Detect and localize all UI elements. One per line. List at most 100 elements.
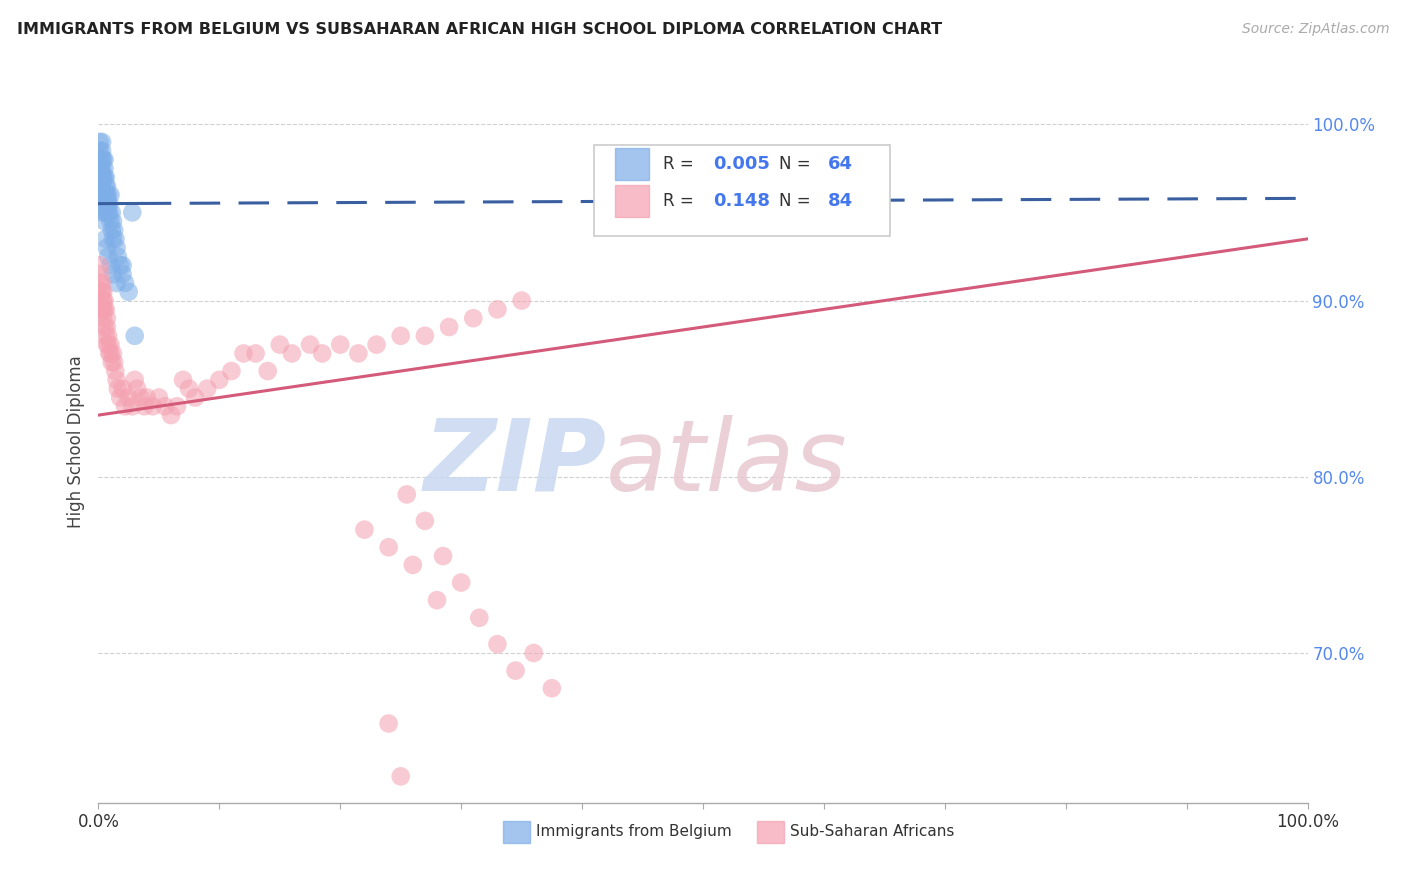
Point [127, 382, 149, 396]
Point [389, 328, 412, 343]
Point [353, 523, 375, 537]
Point [96, 311, 118, 326]
Point [232, 346, 254, 360]
Point [89, 144, 111, 158]
Point [153, 399, 176, 413]
Point [97, 196, 120, 211]
Text: Source: ZipAtlas.com: Source: ZipAtlas.com [1241, 22, 1389, 37]
Point [93, 187, 115, 202]
Point [91, 293, 114, 308]
Point [221, 364, 243, 378]
Point [93, 170, 115, 185]
Point [166, 399, 188, 413]
Point [100, 187, 122, 202]
Text: Immigrants from Belgium: Immigrants from Belgium [536, 824, 733, 839]
Point [101, 267, 124, 281]
Point [111, 258, 134, 272]
Point [91, 285, 114, 299]
Point [107, 250, 129, 264]
Point [96, 179, 118, 194]
Point [97, 187, 120, 202]
Point [432, 549, 454, 563]
Point [91, 276, 114, 290]
Point [91, 153, 114, 167]
Point [94, 232, 117, 246]
Point [101, 214, 124, 228]
Point [134, 399, 156, 413]
Point [208, 373, 231, 387]
Text: 84: 84 [828, 192, 852, 210]
Point [269, 337, 291, 351]
Point [94, 179, 117, 194]
Text: N =: N = [779, 192, 815, 210]
Point [121, 205, 143, 219]
Point [160, 408, 183, 422]
Text: R =: R = [664, 192, 699, 210]
Point [91, 285, 114, 299]
Point [104, 232, 127, 246]
Point [96, 337, 118, 351]
Point [311, 346, 333, 360]
Point [97, 205, 120, 219]
Point [114, 276, 136, 290]
Point [100, 258, 122, 272]
Point [437, 320, 460, 334]
Point [98, 346, 121, 360]
Point [91, 187, 114, 202]
Point [90, 302, 112, 317]
Text: N =: N = [779, 155, 815, 173]
Point [90, 187, 112, 202]
Point [93, 196, 115, 211]
Point [93, 293, 115, 308]
Point [98, 205, 121, 219]
Point [172, 373, 194, 387]
Point [135, 391, 157, 405]
Point [111, 267, 134, 281]
Point [148, 391, 170, 405]
Point [91, 196, 114, 211]
Point [98, 196, 121, 211]
Point [505, 664, 527, 678]
Point [389, 769, 412, 783]
Point [366, 337, 388, 351]
Point [91, 170, 114, 185]
Point [91, 179, 114, 194]
Point [107, 382, 129, 396]
Text: 0.148: 0.148 [713, 192, 769, 210]
FancyBboxPatch shape [614, 148, 648, 180]
Point [540, 681, 562, 696]
Point [121, 399, 143, 413]
Point [142, 399, 165, 413]
Point [100, 214, 122, 228]
Point [105, 373, 128, 387]
Point [89, 258, 111, 272]
Point [90, 179, 112, 194]
Point [395, 487, 418, 501]
Point [91, 293, 114, 308]
Point [377, 716, 399, 731]
Point [91, 205, 114, 219]
Point [118, 285, 141, 299]
Point [108, 391, 131, 405]
Point [91, 311, 114, 326]
FancyBboxPatch shape [758, 821, 785, 843]
Text: ZIP: ZIP [423, 415, 606, 512]
Point [195, 382, 218, 396]
Point [89, 276, 111, 290]
Point [96, 205, 118, 219]
Point [89, 161, 111, 176]
Point [90, 170, 112, 185]
Point [486, 637, 509, 651]
Point [347, 346, 370, 360]
Text: Sub-Saharan Africans: Sub-Saharan Africans [790, 824, 955, 839]
Point [108, 258, 131, 272]
Point [90, 153, 112, 167]
Point [124, 373, 146, 387]
Point [329, 337, 352, 351]
Point [91, 153, 114, 167]
Point [94, 302, 117, 317]
Point [468, 611, 491, 625]
Point [90, 187, 112, 202]
Point [96, 196, 118, 211]
Point [118, 391, 141, 405]
